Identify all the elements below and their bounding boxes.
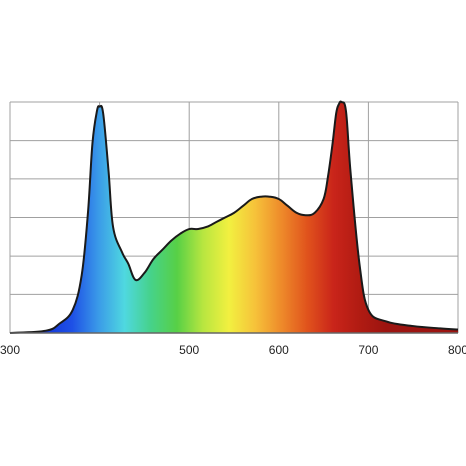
x-tick-label: 500 — [179, 343, 199, 357]
x-tick-label: 300 — [0, 343, 20, 357]
spectrum-area-fill — [10, 101, 458, 333]
x-tick-label: 600 — [269, 343, 289, 357]
spectrum-outline — [9, 100, 459, 334]
plot-area — [9, 100, 459, 334]
x-tick-labels: 300 500 600 700 800 — [0, 343, 466, 357]
x-tick-label: 700 — [358, 343, 378, 357]
x-tick-label: 800 — [448, 343, 466, 357]
